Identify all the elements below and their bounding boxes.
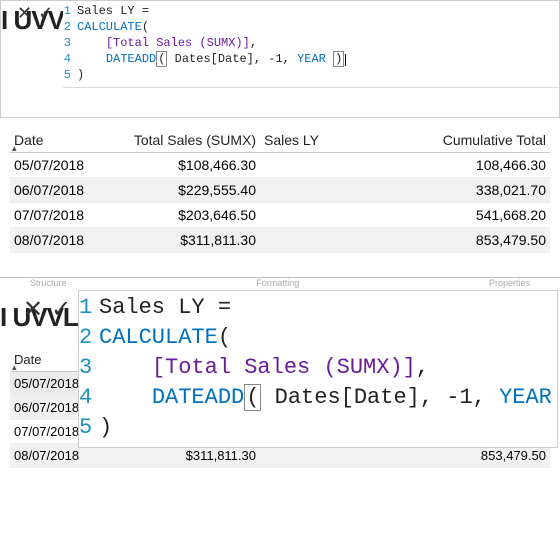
table-row[interactable]: 06/07/2018$229,555.40 338,021.70 [10,178,550,203]
text-cursor [345,54,346,66]
line-number: 1 [63,3,77,19]
line-number: 2 [63,19,77,35]
cancel-icon[interactable]: ✕ [23,295,43,324]
ribbon-tab-ghost: Structure Formatting Properties [0,278,560,288]
commit-icon[interactable]: ✓ [51,295,71,324]
code-text: [Total Sales (SUMX)], [99,353,429,383]
cell-cumulative: 541,668.20 [340,203,550,228]
code-text: CALCULATE( [77,19,149,35]
line-number: 3 [79,353,99,383]
cell-date: 06/07/2018 [10,178,100,203]
cell-cumulative: 853,479.50 [340,228,550,253]
code-line: 4 DATEADD( Dates[Date], -1, YEAR ) [79,383,560,413]
ribbon-ghost-label: Formatting [256,278,299,288]
col-header-cumulative[interactable]: Cumulative Total [340,126,550,153]
cell-total-sales: $203,646.50 [100,203,260,228]
line-number: 4 [63,51,77,67]
code-line: 3 [Total Sales (SUMX)], [79,353,560,383]
ribbon-ghost-label: Structure [30,278,67,288]
cell-total-sales: $311,811.30 [100,228,260,253]
line-number: 2 [79,323,99,353]
code-line: 1Sales LY = [63,3,559,19]
results-table: Date Total Sales (SUMX) Sales LY Cumulat… [10,126,550,253]
table-row[interactable]: 08/07/2018$311,811.30 853,479.50 [10,228,550,253]
col-header-sales-ly[interactable]: Sales LY [260,126,340,153]
formula-bar-large: ✕ ✓ 1Sales LY =2CALCULATE(3 [Total Sales… [78,290,558,448]
code-line: 4 DATEADD( Dates[Date], -1, YEAR ) [63,51,559,67]
table-row[interactable]: 07/07/2018$203,646.50 541,668.20 [10,203,550,228]
formula-bar-buttons: ✕ ✓ [11,1,59,24]
code-text: DATEADD( Dates[Date], -1, YEAR ) [99,383,560,413]
cell-sales-ly [260,228,340,253]
cell-total-sales: $229,555.40 [100,178,260,203]
cancel-icon[interactable]: ✕ [17,3,32,24]
dax-editor[interactable]: 1Sales LY =2CALCULATE(3 [Total Sales (SU… [63,1,559,87]
code-text: ) [99,413,112,443]
code-text: Sales LY = [77,3,149,19]
code-text: CALCULATE( [99,323,231,353]
cell-date: 08/07/2018 [10,228,100,253]
table-row[interactable]: 05/07/2018$108,466.30 108,466.30 [10,153,550,178]
panel-large: Structure Formatting Properties I UVVL ✕… [0,277,560,478]
line-number: 3 [63,35,77,51]
cell-total-sales: $108,466.30 [100,153,260,178]
line-number: 4 [79,383,99,413]
code-line: 5) [79,413,560,443]
col-header-date[interactable]: Date [10,126,100,153]
code-line: 2CALCULATE( [79,323,560,353]
cell-sales-ly [260,178,340,203]
line-number: 5 [79,413,99,443]
cell-date: 07/07/2018 [10,203,100,228]
code-text: [Total Sales (SUMX)], [77,35,257,51]
cell-sales-ly [260,203,340,228]
code-line: 1Sales LY = [79,293,560,323]
cell-sales-ly [260,153,340,178]
col-header-total-sales[interactable]: Total Sales (SUMX) [100,126,260,153]
cell-cumulative: 108,466.30 [340,153,550,178]
code-line: 5) [63,67,559,83]
formula-bar-buttons: ✕ ✓ [17,293,77,324]
panel-small: I UVVL ✕ ✓ 1Sales LY =2CALCULATE(3 [Tota… [0,0,560,118]
ribbon-ghost-label: Properties [489,278,530,288]
cell-date: 05/07/2018 [10,153,100,178]
formula-bar: ✕ ✓ 1Sales LY =2CALCULATE(3 [Total Sales… [63,1,559,88]
code-text: ) [77,67,84,83]
code-text: Sales LY = [99,293,231,323]
code-line: 3 [Total Sales (SUMX)], [63,35,559,51]
line-number: 1 [79,293,99,323]
code-text: DATEADD( Dates[Date], -1, YEAR ) [77,51,346,67]
code-line: 2CALCULATE( [63,19,559,35]
results-table-wrap: Date Total Sales (SUMX) Sales LY Cumulat… [0,118,560,267]
dax-editor-large[interactable]: 1Sales LY =2CALCULATE(3 [Total Sales (SU… [79,291,560,447]
line-number: 5 [63,67,77,83]
commit-icon[interactable]: ✓ [38,3,53,24]
cell-cumulative: 338,021.70 [340,178,550,203]
